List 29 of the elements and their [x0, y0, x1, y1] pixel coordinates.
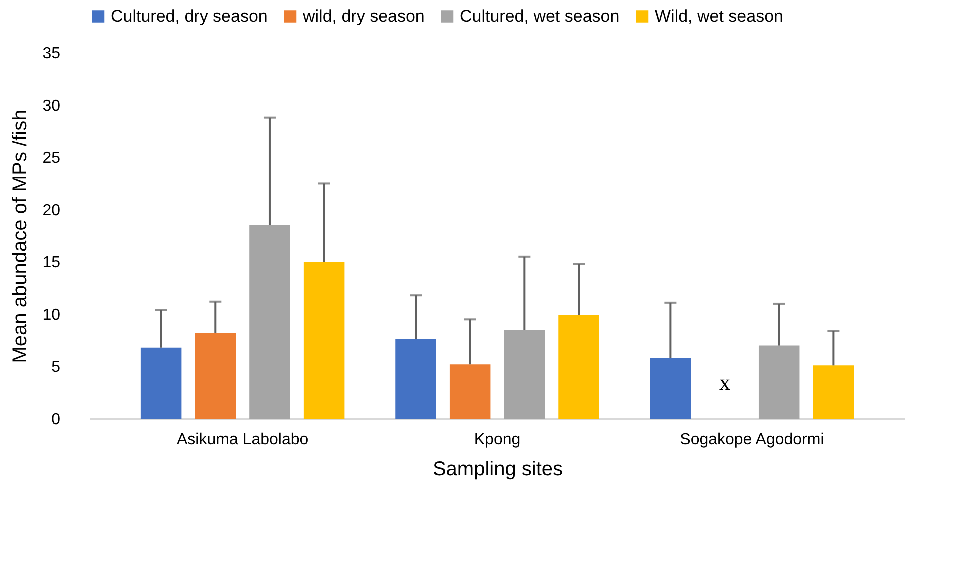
y-tick-label: 15: [42, 254, 61, 272]
bar: [396, 340, 436, 419]
y-tick-label: 35: [42, 46, 61, 62]
y-tick-label: 25: [42, 150, 61, 168]
bar: [504, 330, 546, 419]
bar: [304, 262, 345, 419]
y-tick-label: 0: [52, 412, 61, 428]
y-tick-label: 10: [42, 306, 61, 324]
y-tick-label: 30: [42, 98, 61, 115]
bar: [195, 333, 236, 419]
y-axis-title: Mean abundace of MPs /fish: [10, 110, 32, 364]
bar: [140, 348, 182, 419]
bar: [450, 364, 491, 419]
x-tick-label: Kpong: [474, 432, 521, 448]
bar: [650, 358, 692, 419]
y-tick-label: 20: [42, 202, 61, 220]
bar: [558, 315, 600, 419]
legend-label: wild, dry season: [302, 6, 425, 26]
y-tick-label: 5: [52, 359, 61, 376]
legend-label: Cultured, wet season: [460, 6, 620, 26]
x-tick-label: Sogakope Agodormi: [680, 432, 824, 448]
bar: [758, 346, 800, 419]
legend-label: Cultured, dry season: [111, 6, 268, 26]
bar: [813, 366, 854, 419]
x-tick-label: Asikuma Labolabo: [176, 432, 309, 448]
annotation: x: [720, 370, 731, 395]
bar: [250, 226, 290, 419]
x-axis-title: Sampling sites: [432, 458, 564, 480]
legend-label: Wild, wet season: [655, 6, 784, 26]
